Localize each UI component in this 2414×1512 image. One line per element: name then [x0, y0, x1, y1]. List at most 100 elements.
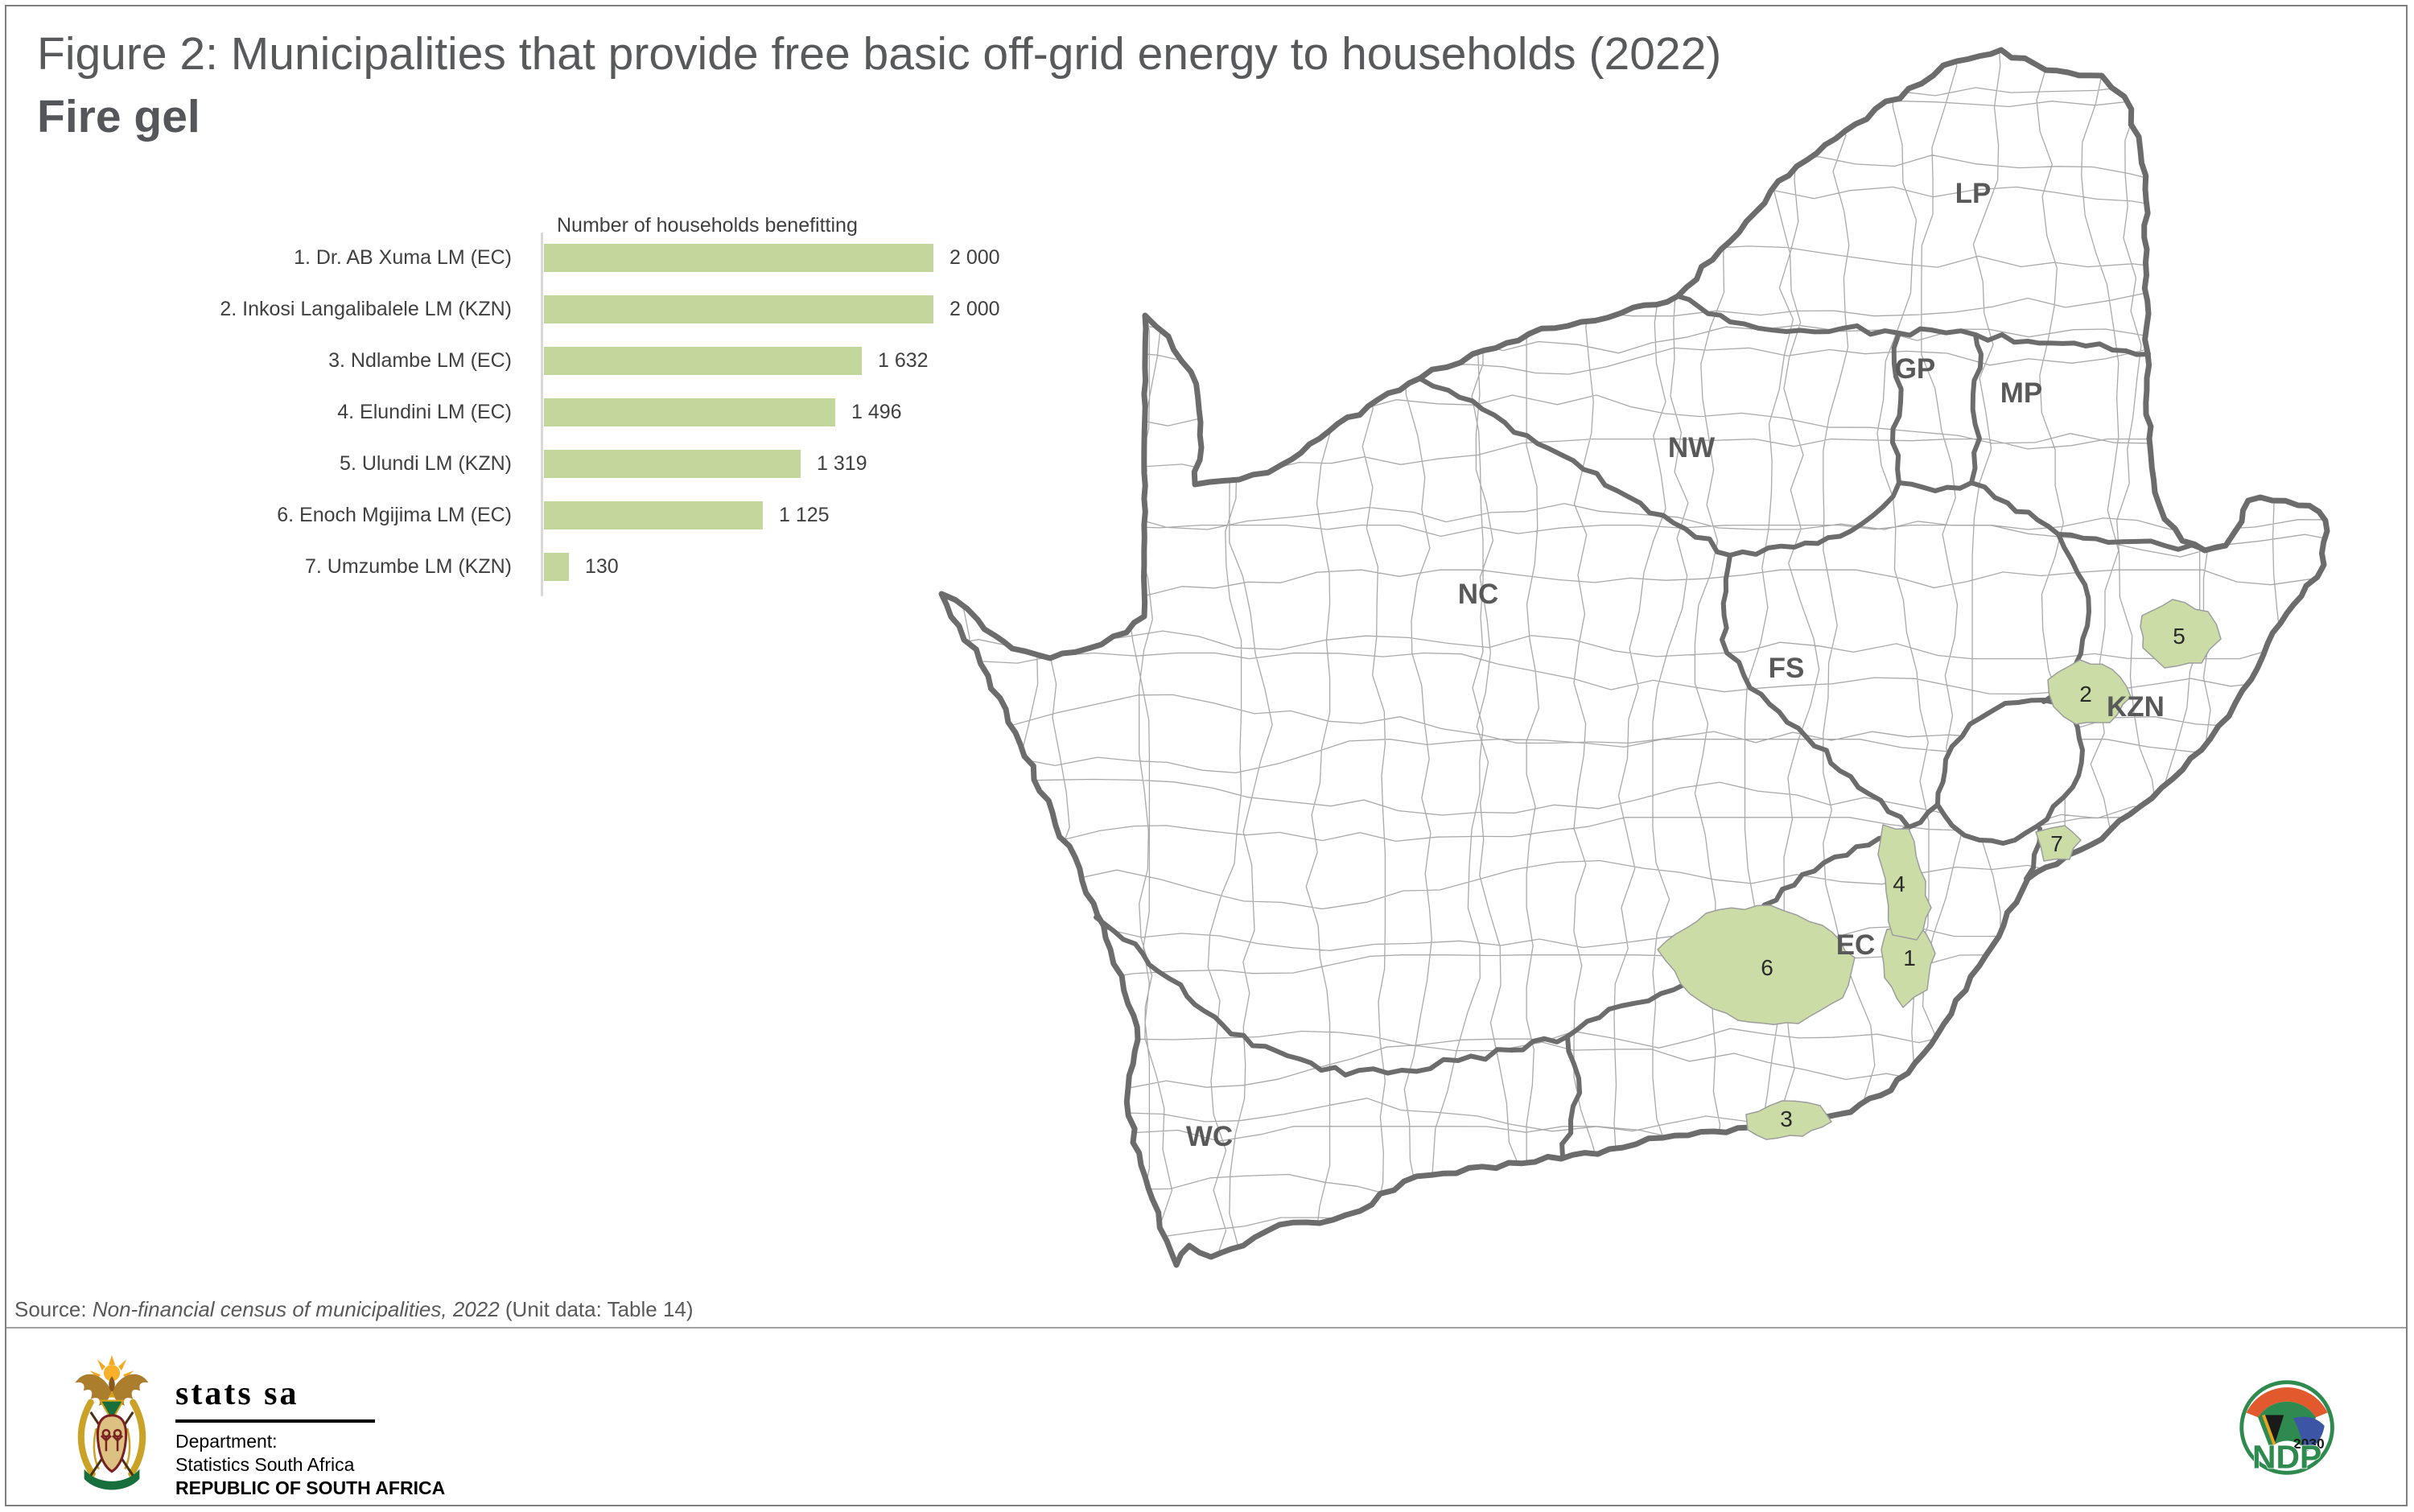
green-chevron-icon — [99, 1399, 125, 1422]
bar — [544, 449, 801, 478]
country-outline — [938, 47, 2330, 1268]
province-border — [1417, 376, 1732, 558]
bar-category-label: 5. Ulundi LM (KZN) — [340, 451, 512, 475]
chart-title: Number of households benefitting — [557, 214, 858, 237]
bar-row: 3. Ndlambe LM (EC) 1 632 — [0, 335, 1000, 386]
ndp-blue-swoosh-icon — [2292, 1416, 2325, 1453]
right-wing-icon — [113, 1374, 149, 1406]
province-label: FS — [1769, 653, 1805, 684]
stats-sa-block: stats sa Department: Statistics South Af… — [175, 1374, 445, 1499]
bar — [544, 552, 569, 581]
source-suffix: (Unit data: Table 14) — [499, 1297, 694, 1321]
bar-rows: 1. Dr. AB Xuma LM (EC) 2 000 2. Inkosi Lan… — [0, 232, 1000, 592]
bar-row: 4. Elundini LM (EC) 1 496 — [0, 386, 1000, 438]
bar-row: 7. Umzumbe LM (KZN) 130 — [0, 541, 1000, 592]
province-border — [1675, 294, 1901, 337]
footer-divider — [6, 1327, 2406, 1329]
province-label: KZN — [2107, 691, 2165, 723]
bar-row: 1. Dr. AB Xuma LM (EC) 2 000 — [0, 232, 1000, 283]
stats-sa-underline — [175, 1419, 375, 1423]
source-prefix: Source: — [14, 1297, 93, 1321]
municipality-number: 7 — [2050, 831, 2063, 856]
bar-category-label: 4. Elundini LM (EC) — [337, 400, 512, 423]
bar — [544, 243, 933, 272]
shield-icon — [96, 1414, 128, 1473]
municipality-number: 4 — [1893, 871, 1905, 896]
highlighted-municipality — [2140, 599, 2222, 669]
bar-category-label: 2. Inkosi Langalibalele LM (KZN) — [220, 297, 512, 320]
municipality-number: 3 — [1780, 1106, 1793, 1131]
bar-value: 1 496 — [851, 400, 902, 423]
province-label: GP — [1895, 353, 1936, 385]
motto-banner-icon — [84, 1469, 140, 1490]
province-border — [1969, 332, 1984, 485]
stats-sa-logo-text: stats sa — [175, 1375, 299, 1412]
bar-category-label: 3. Ndlambe LM (EC) — [328, 348, 512, 372]
ndp-gold-edge-icon — [2262, 1414, 2276, 1446]
province-label: EC — [1836, 929, 1876, 961]
bar-category-label: 7. Umzumbe LM (KZN) — [305, 554, 512, 578]
ndp-2030-logo: 2030 NDP — [2239, 1380, 2334, 1476]
province-border — [1897, 480, 1974, 493]
highlighted-municipality — [2035, 825, 2082, 862]
province-border — [1720, 553, 1911, 830]
highlighted-municipality — [1657, 904, 1856, 1025]
bird-head-icon — [109, 1376, 115, 1393]
sun-icon — [89, 1355, 134, 1382]
left-wing-icon — [75, 1374, 111, 1406]
department-label: Department: — [175, 1431, 278, 1452]
province-border — [1897, 326, 1978, 338]
province-border — [1094, 915, 1570, 1077]
source-note: Source: Non-financial census of municipa… — [14, 1297, 694, 1322]
municipality-number: 2 — [2079, 682, 2092, 707]
bar-value: 1 125 — [779, 503, 830, 526]
left-tusk-icon — [77, 1399, 96, 1477]
shield-figures-icon — [100, 1428, 124, 1452]
bar-row: 5. Ulundi LM (KZN) 1 319 — [0, 438, 1000, 489]
highlighted-municipality — [2047, 659, 2132, 725]
province-border — [1890, 331, 1904, 485]
municipality-number: 1 — [1903, 946, 1916, 970]
figure-subtitle: Fire gel — [37, 91, 200, 142]
bar-row: 6. Enoch Mgijima LM (EC) 1 125 — [0, 489, 1000, 541]
highlighted-municipality — [1745, 1100, 1832, 1140]
ndp-year: 2030 — [2293, 1436, 2325, 1452]
bird-beak-icon — [108, 1390, 116, 1398]
province-label: NW — [1668, 432, 1715, 463]
municipal-boundaries — [941, 50, 2327, 1265]
province-label: LP — [1955, 178, 1992, 209]
province-label: NC — [1458, 579, 1499, 610]
ndp-label: NDP — [2252, 1439, 2321, 1476]
coat-of-arms-icon — [75, 1355, 149, 1490]
ndp-black-triangle-icon — [2263, 1415, 2284, 1445]
province-label: WC — [1186, 1121, 1233, 1152]
bar-row: 2. Inkosi Langalibalele LM (KZN) 2 000 — [0, 283, 1000, 335]
highlighted-municipality — [1877, 824, 1932, 941]
bar-category-label: 6. Enoch Mgijima LM (EC) — [277, 503, 512, 526]
province-border — [1559, 1034, 1583, 1160]
province-border — [1969, 480, 2061, 537]
bar-value: 1 632 — [878, 348, 929, 372]
bar-value: 130 — [585, 554, 619, 578]
figure-title: Figure 2: Municipalities that provide fr… — [37, 28, 1722, 80]
bar — [544, 501, 763, 529]
bar — [544, 398, 835, 426]
bar — [544, 295, 933, 323]
province-border — [1728, 480, 1901, 558]
bar-category-label: 1. Dr. AB Xuma LM (EC) — [294, 245, 512, 269]
source-citation: Non-financial census of municipalities, … — [92, 1297, 500, 1321]
chart-axis-line — [541, 233, 543, 596]
department-name: Statistics South Africa — [175, 1454, 355, 1475]
province-border — [1973, 332, 2151, 357]
right-tusk-icon — [128, 1399, 146, 1477]
bar-value: 2 000 — [950, 297, 1000, 320]
lesotho-area — [1935, 698, 2085, 846]
country-name: REPUBLIC OF SOUTH AFRICA — [175, 1477, 446, 1498]
province-label: MP — [2000, 377, 2043, 409]
municipality-number: 5 — [2173, 624, 2185, 649]
municipality-number: 6 — [1761, 955, 1773, 980]
ndp-orange-band-icon — [2246, 1387, 2328, 1418]
bar — [544, 346, 862, 375]
